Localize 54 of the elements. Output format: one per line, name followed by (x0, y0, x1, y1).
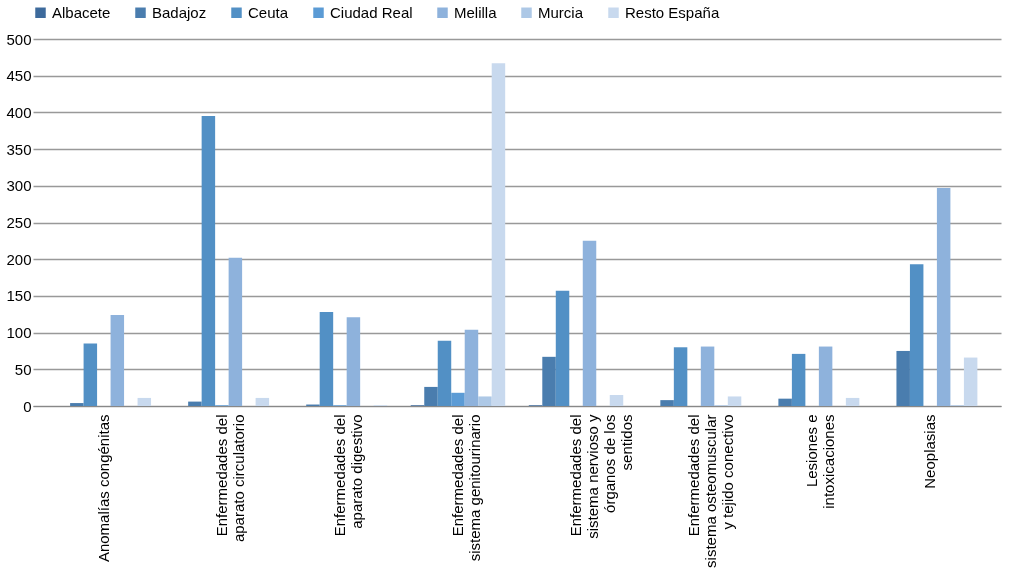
legend-label: Murcia (538, 3, 584, 21)
x-tick-label: Enfermedades del aparato circulatorio (212, 414, 247, 543)
legend-label: Albacete (52, 3, 111, 21)
bar (791, 353, 806, 406)
bar (818, 346, 833, 406)
bar (582, 240, 597, 406)
bar (255, 397, 270, 406)
bar (228, 257, 243, 406)
bar (936, 188, 951, 406)
bar (451, 392, 465, 406)
bar (673, 347, 688, 406)
bar (727, 396, 742, 406)
y-tick-label: 400 (6, 103, 32, 121)
y-tick-label: 0 (23, 397, 32, 415)
bar (609, 394, 624, 406)
y-tick-label: 450 (6, 67, 32, 85)
bar (660, 400, 674, 406)
y-tick-label: 250 (6, 214, 32, 231)
bar (319, 312, 334, 406)
y-tick-label: 300 (6, 177, 32, 195)
bar (188, 401, 202, 406)
y-tick-label: 150 (6, 287, 32, 305)
bar (478, 396, 492, 406)
bar (424, 386, 438, 406)
bar (896, 350, 910, 406)
legend-label: Ceuta (248, 3, 289, 21)
y-tick-label: 100 (6, 324, 32, 342)
legend-label: Resto España (625, 3, 720, 21)
bar (201, 116, 216, 406)
bar (778, 398, 792, 406)
bar (963, 357, 978, 406)
x-tick-label: Neoplasias (921, 414, 939, 489)
y-tick-label: 350 (6, 140, 32, 158)
bar (555, 290, 570, 406)
x-tick-label: Enfermedades del sistema nervioso y órganos de los sentidos (567, 414, 636, 539)
y-tick-label: 200 (6, 250, 32, 268)
bar (700, 346, 715, 406)
bar (845, 397, 860, 406)
bar (110, 314, 125, 406)
legend-label: Melilla (454, 3, 498, 21)
bar (491, 63, 506, 406)
bar (83, 343, 98, 406)
bar (464, 329, 479, 406)
bar (137, 397, 152, 406)
bar (909, 264, 924, 406)
bar (437, 340, 452, 406)
bar (70, 403, 84, 406)
y-tick-label: 500 (6, 30, 32, 48)
legend-label: Badajoz (152, 3, 207, 21)
x-tick-label: Anomalías congénitas (94, 414, 112, 563)
bar (542, 356, 556, 406)
y-tick-label: 50 (14, 360, 32, 378)
bar (346, 317, 361, 406)
legend-label: Ciudad Real (330, 3, 413, 21)
